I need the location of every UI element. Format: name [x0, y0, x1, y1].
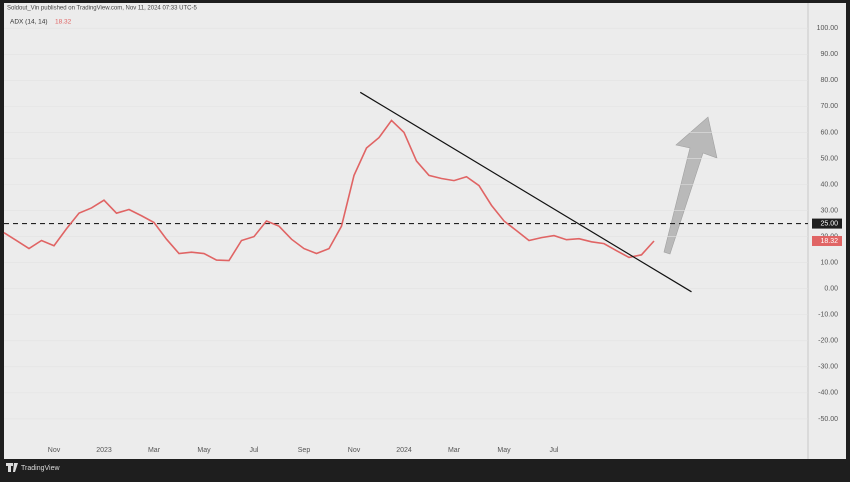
- y-tick-label: -50.00: [818, 416, 838, 423]
- y-tick-label: 80.00: [820, 77, 838, 84]
- x-tick-label: Nov: [348, 447, 361, 454]
- chart-bg: [4, 3, 846, 459]
- x-tick-label: Mar: [148, 447, 161, 454]
- y-tick-label: -30.00: [818, 364, 838, 371]
- reference-label-bg: [812, 218, 842, 229]
- indicator-name: ADX (14, 14): [10, 19, 48, 26]
- x-tick-label: 2024: [396, 447, 412, 454]
- logo: [6, 463, 18, 472]
- x-tick-label: Jul: [550, 447, 559, 454]
- x-tick-label: Jul: [250, 447, 259, 454]
- y-tick-label: 30.00: [820, 207, 838, 214]
- current-value-bg: [812, 235, 842, 246]
- indicator-value: 18.32: [55, 19, 72, 26]
- trendline: [359, 91, 692, 293]
- y-tick-label: 60.00: [820, 129, 838, 136]
- x-tick-label: May: [197, 447, 211, 454]
- brand: TradingView: [21, 465, 60, 472]
- y-tick-label: -10.00: [818, 312, 838, 319]
- arrow: [663, 116, 718, 255]
- y-tick-label: 10.00: [820, 259, 838, 266]
- y-tick-label: 70.00: [820, 103, 838, 110]
- current-value-label: 18.32: [820, 238, 838, 245]
- y-tick-label: 90.00: [820, 51, 838, 58]
- y-tick-label: 0.00: [824, 286, 838, 293]
- y-tick-label: 50.00: [820, 155, 838, 162]
- publisher: Soldout_Vin published on TradingView.com…: [7, 6, 197, 12]
- y-tick-label: 40.00: [820, 181, 838, 188]
- y-tick-label: -40.00: [818, 390, 838, 397]
- x-tick-label: 2023: [96, 447, 112, 454]
- line: [3, 119, 655, 262]
- reference-label: 25.00: [820, 220, 838, 227]
- x-tick-label: Mar: [448, 447, 461, 454]
- y-tick-label: -20.00: [818, 338, 838, 345]
- x-tick-label: Sep: [298, 447, 311, 454]
- x-tick-label: Nov: [48, 447, 61, 454]
- x-tick-label: May: [497, 447, 511, 454]
- y-tick-label: 100.00: [817, 25, 839, 32]
